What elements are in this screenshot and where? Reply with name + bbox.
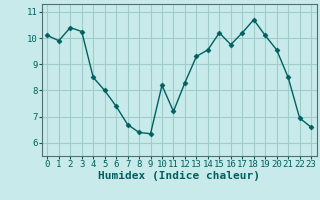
X-axis label: Humidex (Indice chaleur): Humidex (Indice chaleur) xyxy=(98,171,260,181)
